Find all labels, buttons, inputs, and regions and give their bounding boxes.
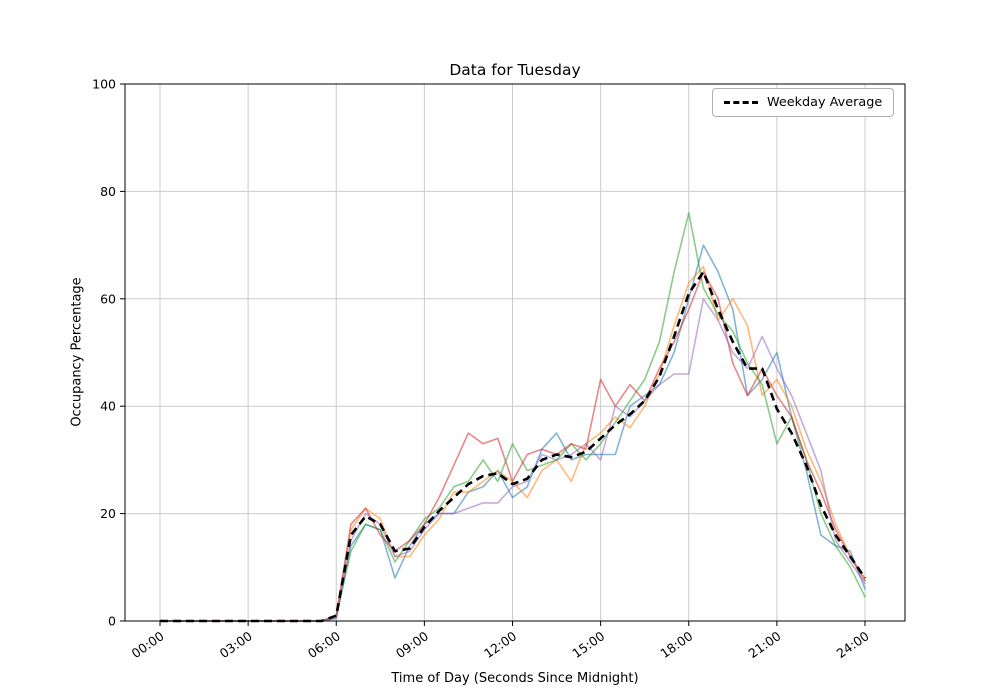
y-axis-label: Occupancy Percentage [69, 277, 85, 427]
y-tick-label: 0 [108, 614, 116, 629]
plot-border [124, 83, 906, 622]
y-tick-label: 80 [100, 184, 116, 199]
legend-label: Weekday Average [767, 95, 883, 110]
x-tick-label: 15:00 [569, 628, 607, 661]
x-tick-label: 24:00 [834, 628, 872, 661]
x-tick-label: 21:00 [745, 628, 783, 661]
y-tick-label: 20 [100, 506, 116, 521]
x-axis-label: Time of Day (Seconds Since Midnight) [391, 671, 639, 686]
x-tick-label: 06:00 [305, 628, 343, 661]
legend: Weekday Average [712, 88, 895, 117]
x-tick-label: 18:00 [657, 628, 695, 661]
x-tick-label: 09:00 [393, 628, 431, 661]
x-tick-label: 03:00 [217, 628, 255, 661]
chart-title: Data for Tuesday [449, 61, 581, 79]
dashed-line-icon [724, 101, 758, 104]
y-tick-label: 100 [92, 77, 116, 92]
y-tick-label: 60 [100, 291, 116, 306]
y-tick-label: 40 [100, 399, 116, 414]
x-tick-label: 12:00 [481, 628, 519, 661]
x-tick-label: 00:00 [129, 628, 167, 661]
